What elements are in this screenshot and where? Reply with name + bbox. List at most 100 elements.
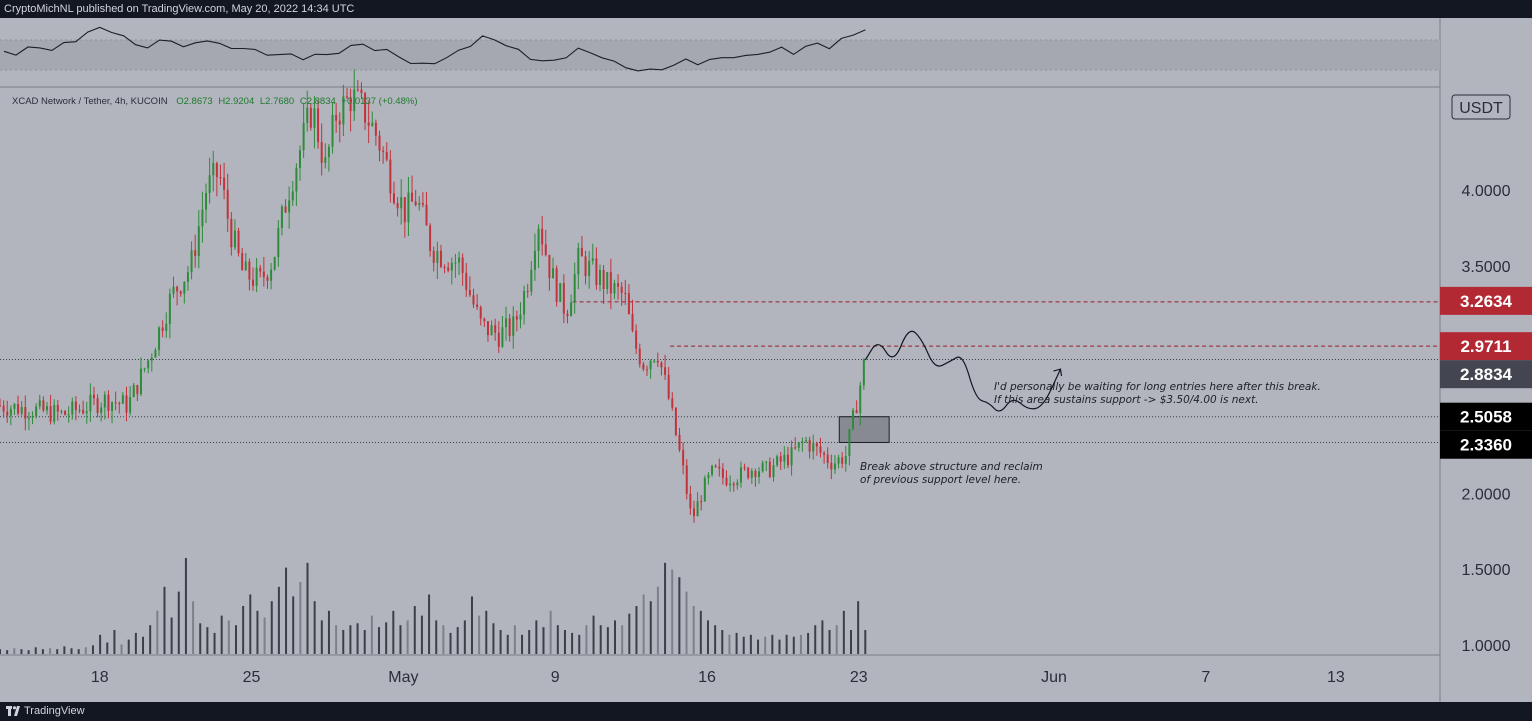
time-tick-label: 13 (1327, 669, 1345, 686)
volume-bar (113, 630, 116, 654)
volume-bar (406, 620, 409, 654)
candle (819, 437, 822, 458)
volume-bar (513, 625, 516, 654)
price-chart[interactable]: XCAD Network / Tether, 4h, KUCOIN O2.867… (0, 18, 1532, 702)
candle (776, 454, 779, 468)
volume-bar (91, 645, 94, 654)
candle (49, 394, 52, 425)
volume-bar (821, 620, 824, 654)
volume-bar (542, 627, 545, 654)
candle (161, 320, 164, 338)
candle (631, 299, 634, 333)
time-tick-label: 23 (850, 669, 868, 686)
level-badge: 2.8834 (1440, 360, 1532, 389)
candle (862, 358, 865, 390)
time-tick-label: Jun (1041, 669, 1067, 686)
volume-bar (678, 577, 681, 654)
volume-bar (428, 594, 431, 654)
candle (613, 279, 616, 299)
price-axis[interactable]: 4.0000 3.5000 2.0000 1.5000 1.0000 (1462, 183, 1511, 655)
ohlc-low: L2.7680 (260, 96, 294, 107)
ohlc-close: C2.8834 (300, 96, 336, 107)
candle (552, 257, 555, 279)
candle (432, 246, 435, 272)
candle (143, 367, 146, 373)
candle (718, 458, 721, 477)
volume-bar (184, 558, 187, 654)
price-tick-label: 4.0000 (1462, 183, 1511, 200)
structure-box[interactable] (838, 416, 890, 443)
candle (859, 381, 862, 426)
candle (794, 437, 797, 450)
volume-bar (385, 622, 388, 654)
volume-bar (463, 620, 466, 654)
candle (42, 396, 45, 413)
candlesticks (0, 69, 865, 523)
volume-bar (220, 615, 223, 654)
candle (226, 173, 229, 232)
volume-bar (628, 613, 631, 654)
ohlc-change: +0.0137 (+0.48%) (341, 96, 417, 107)
volume-bar (413, 606, 416, 654)
candle (89, 383, 92, 422)
candle (595, 247, 598, 290)
volume-bar (213, 632, 216, 654)
candle (313, 95, 316, 149)
volume-bar (313, 601, 316, 654)
candle (270, 262, 273, 290)
candle (338, 112, 341, 143)
projection-note-line-1: I'd personally be waiting for long entri… (994, 381, 1321, 393)
price-tick-label: 1.0000 (1462, 638, 1511, 655)
candle (345, 87, 348, 100)
volume-bar (270, 601, 273, 654)
candle (458, 251, 461, 276)
volume-bar (306, 562, 309, 654)
volume-bar (299, 582, 302, 654)
volume-bar (192, 601, 195, 654)
level-badge-label: 2.5058 (1460, 408, 1512, 427)
candle (606, 272, 609, 295)
candle (450, 257, 453, 285)
candle (367, 101, 370, 144)
candle (74, 396, 77, 421)
candle (573, 262, 576, 314)
candle (439, 244, 442, 269)
volume-bars (0, 558, 867, 654)
candle (725, 470, 728, 487)
time-axis[interactable]: 18 25 May 9 16 23 Jun 7 13 (91, 669, 1345, 686)
candle (765, 460, 768, 472)
candle (125, 386, 128, 422)
candle (154, 347, 157, 358)
volume-bar (142, 636, 145, 654)
volume-bar (370, 615, 373, 654)
candle (194, 234, 197, 268)
volume-bar (656, 586, 659, 654)
currency-badge[interactable]: USDT (1451, 94, 1511, 120)
candle (396, 197, 399, 217)
candle (461, 253, 464, 286)
projection-note-line-2: If this area sustains support -> $3.50/4… (994, 394, 1259, 406)
candle (53, 399, 56, 425)
volume-bar (664, 562, 667, 654)
candle (815, 441, 818, 456)
projection-arrow-icon (1053, 368, 1063, 377)
candle (400, 179, 403, 225)
candle (273, 256, 276, 271)
candle (808, 436, 811, 459)
candle (9, 405, 12, 426)
candle (566, 309, 569, 324)
candle (103, 391, 106, 420)
tradingview-logo-icon (6, 706, 20, 716)
projection-path[interactable] (864, 330, 1062, 412)
horizontal-levels (0, 301, 1440, 443)
candle (349, 88, 352, 132)
indicator-band (0, 40, 1440, 70)
volume-bar (170, 617, 173, 654)
volume-bar (742, 636, 745, 654)
volume-bar (335, 625, 338, 654)
volume-bar (470, 596, 473, 654)
candle (237, 227, 240, 257)
candle (183, 281, 186, 304)
candle (100, 402, 103, 422)
volume-bar (499, 630, 502, 654)
